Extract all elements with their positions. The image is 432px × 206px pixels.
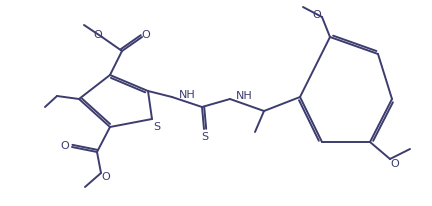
Text: O: O [142, 30, 150, 40]
Text: O: O [391, 158, 399, 168]
Text: O: O [60, 140, 70, 150]
Text: O: O [102, 171, 110, 181]
Text: S: S [153, 121, 161, 131]
Text: O: O [94, 30, 102, 40]
Text: O: O [313, 10, 321, 20]
Text: NH: NH [236, 91, 253, 101]
Text: S: S [201, 131, 209, 141]
Text: NH: NH [179, 90, 196, 99]
